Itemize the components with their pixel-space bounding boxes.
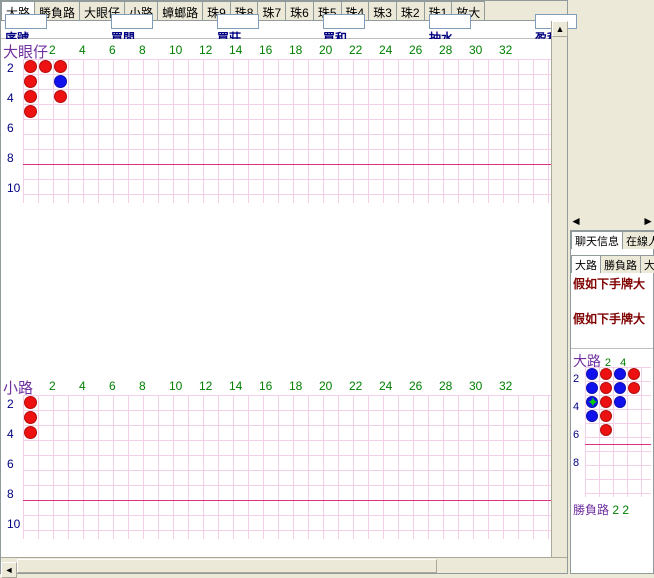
scroll-left-icon[interactable]: ◄ xyxy=(1,562,17,578)
mini-ytick: 2 xyxy=(573,373,579,385)
predict-line-2: 假如下手牌大 xyxy=(571,308,653,329)
scroll-up-icon[interactable]: ▲ xyxy=(552,21,568,37)
mini-marker-blue xyxy=(614,382,626,394)
bet-header-row: 序號 買閒 買莊 買和 抽水 盈利 xyxy=(1,21,567,39)
mini-marker-red xyxy=(628,368,640,380)
side-tab-勝負路[interactable]: 勝負路 xyxy=(600,255,641,273)
marker-blue xyxy=(54,75,67,88)
side-tab-大路[interactable]: 大路 xyxy=(571,255,601,273)
mini-marker-red xyxy=(628,382,640,394)
chart-0: 大眼仔2468101214161820222426283032246810 xyxy=(1,39,567,207)
x-axis: 2468101214161820222426283032 xyxy=(49,43,567,57)
guide-line xyxy=(23,500,561,501)
mini-marker-red xyxy=(600,368,612,380)
y-axis: 246810 xyxy=(7,397,20,539)
scroll-left-icon[interactable]: ◄ xyxy=(570,214,582,230)
side-panel: 聊天信息在線人 大路勝負路大眼 假如下手牌大 假如下手牌大 大路 2 42468… xyxy=(570,230,654,574)
side-bottom-label: 勝負路 2 2 xyxy=(571,499,653,520)
mini-marker-red xyxy=(600,382,612,394)
mini-marker-red xyxy=(600,424,612,436)
side-scroll-buttons: ◄ ► xyxy=(570,214,654,230)
tab-珠2[interactable]: 珠2 xyxy=(396,1,425,20)
scroll-thumb[interactable] xyxy=(17,559,437,573)
mini-ytick: 6 xyxy=(573,429,579,441)
side-tab-大眼[interactable]: 大眼 xyxy=(640,255,654,273)
marker-red xyxy=(39,60,52,73)
mini-guide-line xyxy=(585,444,651,445)
guide-line xyxy=(23,164,561,165)
mini-ytick: 4 xyxy=(573,401,579,413)
marker-red xyxy=(54,60,67,73)
mini-marker-red xyxy=(600,396,612,408)
predict-line-1: 假如下手牌大 xyxy=(571,273,653,294)
mini-marker-blue xyxy=(614,368,626,380)
mini-chart: 大路 2 42468✦ xyxy=(571,349,653,499)
chart-1: 小路2468101214161820222426283032246810 xyxy=(1,375,567,539)
side-tab-在線人[interactable]: 在線人 xyxy=(622,231,654,249)
scroll-right-icon[interactable]: ► xyxy=(642,214,654,230)
main-panel: 大路勝負路大眼仔小路蟑螂路珠9珠8珠7珠6珠5珠4珠3珠2珠1放大 序號 買閒 … xyxy=(0,0,568,574)
marker-red xyxy=(24,105,37,118)
marker-red xyxy=(24,60,37,73)
marker-red xyxy=(24,426,37,439)
y-axis: 246810 xyxy=(7,61,20,211)
marker-red xyxy=(24,90,37,103)
mini-marker-blue xyxy=(586,382,598,394)
mini-marker-blue xyxy=(586,368,598,380)
tie-star-icon: ✦ xyxy=(587,397,597,407)
mini-marker-blue xyxy=(586,410,598,422)
horizontal-scrollbar[interactable]: ◄ xyxy=(1,557,567,573)
marker-red xyxy=(24,396,37,409)
side-tabs-road: 大路勝負路大眼 xyxy=(571,255,653,273)
mini-marker-red xyxy=(600,410,612,422)
mini-ytick: 8 xyxy=(573,457,579,469)
side-tab-聊天信息[interactable]: 聊天信息 xyxy=(571,231,623,249)
vertical-scrollbar[interactable]: ▲ xyxy=(551,21,567,557)
marker-red xyxy=(24,75,37,88)
grid xyxy=(23,59,561,203)
grid xyxy=(23,395,561,539)
x-axis: 2468101214161820222426283032 xyxy=(49,379,567,393)
marker-red xyxy=(24,411,37,424)
charts-host: 大眼仔2468101214161820222426283032246810小路2… xyxy=(1,39,567,539)
marker-red xyxy=(54,90,67,103)
side-tabs-chat: 聊天信息在線人 xyxy=(571,231,653,249)
mini-marker-blue xyxy=(614,396,626,408)
